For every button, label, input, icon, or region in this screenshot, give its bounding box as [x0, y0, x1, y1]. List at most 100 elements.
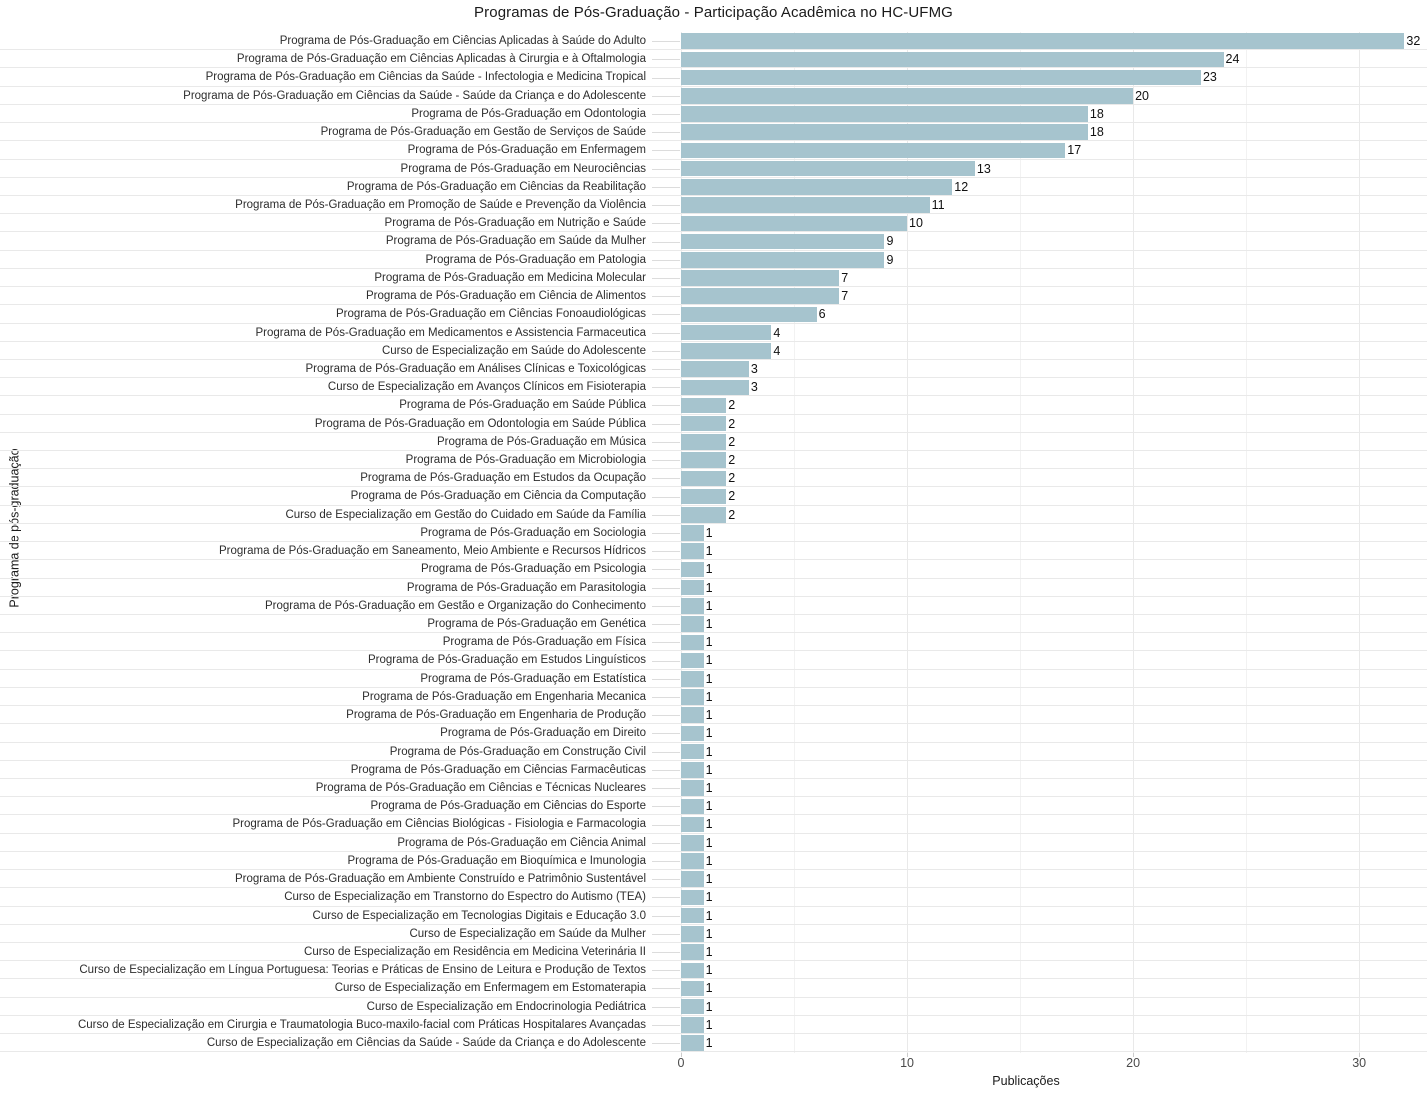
bar[interactable] — [681, 616, 704, 632]
bar-row[interactable]: Curso de Especialização em Saúde da Mulh… — [0, 925, 1427, 943]
bar-row[interactable]: Programa de Pós-Graduação em Ciência Ani… — [0, 834, 1427, 852]
bar[interactable] — [681, 834, 704, 851]
bar[interactable] — [681, 160, 975, 177]
bar[interactable] — [681, 251, 885, 268]
bar-row[interactable]: Curso de Especialização em Endocrinologi… — [0, 998, 1427, 1016]
bar-row[interactable]: Programa de Pós-Graduação em Ciências da… — [0, 87, 1427, 105]
bar[interactable] — [681, 543, 704, 559]
bar[interactable] — [681, 780, 704, 796]
bar[interactable] — [681, 634, 704, 651]
bar-row[interactable]: Programa de Pós-Graduação em Odontologia… — [0, 105, 1427, 124]
bar[interactable] — [681, 889, 704, 906]
bar[interactable] — [681, 361, 749, 377]
bar-row[interactable]: Programa de Pós-Graduação em Sociologia 1 — [0, 524, 1427, 543]
bar-row[interactable]: Programa de Pós-Graduação em Microbiolog… — [0, 451, 1427, 470]
bar-row[interactable]: Curso de Especialização em Língua Portug… — [0, 961, 1427, 980]
bar[interactable] — [681, 671, 704, 687]
bar[interactable] — [681, 525, 704, 541]
bar[interactable] — [681, 926, 704, 942]
bar[interactable] — [681, 598, 704, 614]
bar[interactable] — [681, 944, 704, 960]
bar[interactable] — [681, 215, 908, 232]
bar-row[interactable]: Programa de Pós-Graduação em Ciências Bi… — [0, 815, 1427, 834]
bar[interactable] — [681, 707, 704, 723]
bar-row[interactable]: Programa de Pós-Graduação em Ciências Fa… — [0, 761, 1427, 779]
bar-row[interactable]: Curso de Especialização em Enfermagem em… — [0, 979, 1427, 998]
bar-row[interactable]: Curso de Especialização em Ciências da S… — [0, 1034, 1427, 1053]
bar[interactable] — [681, 51, 1224, 68]
bar[interactable] — [681, 33, 1405, 49]
bar-row[interactable]: Programa de Pós-Graduação em Gestão de S… — [0, 123, 1427, 142]
bar[interactable] — [681, 962, 704, 979]
bar-row[interactable]: Programa de Pós-Graduação em Engenharia … — [0, 688, 1427, 707]
bar[interactable] — [681, 652, 704, 669]
bar-row[interactable]: Programa de Pós-Graduação em Estatística… — [0, 670, 1427, 688]
bar[interactable] — [681, 816, 704, 833]
bar-row[interactable]: Programa de Pós-Graduação em Ambiente Co… — [0, 870, 1427, 889]
bar[interactable] — [681, 179, 953, 195]
bar[interactable] — [681, 1017, 704, 1033]
bar-row[interactable]: Programa de Pós-Graduação em Ciência de … — [0, 287, 1427, 306]
bar[interactable] — [681, 507, 727, 523]
bar-row[interactable]: Programa de Pós-Graduação em Saúde da Mu… — [0, 232, 1427, 251]
bar-row[interactable]: Curso de Especialização em Gestão do Cui… — [0, 506, 1427, 524]
bar[interactable] — [681, 106, 1088, 122]
bar-row[interactable]: Programa de Pós-Graduação em Genética 1 — [0, 615, 1427, 634]
bar-row[interactable]: Programa de Pós-Graduação em Gestão e Or… — [0, 597, 1427, 615]
bar[interactable] — [681, 853, 704, 869]
bar[interactable] — [681, 1035, 704, 1051]
bar-row[interactable]: Programa de Pós-Graduação em Odontologia… — [0, 415, 1427, 433]
bar-row[interactable]: Programa de Pós-Graduação em Estudos Lin… — [0, 651, 1427, 670]
bar[interactable] — [681, 980, 704, 997]
bar-row[interactable]: Curso de Especialização em Saúde do Adol… — [0, 342, 1427, 360]
bar-row[interactable]: Programa de Pós-Graduação em Ciências Ap… — [0, 32, 1427, 51]
bar-row[interactable]: Programa de Pós-Graduação em Engenharia … — [0, 706, 1427, 725]
bar[interactable] — [681, 324, 772, 341]
bar[interactable] — [681, 470, 727, 487]
bar[interactable] — [681, 306, 817, 323]
bar[interactable] — [681, 88, 1134, 104]
bar-row[interactable]: Programa de Pós-Graduação em Medicamento… — [0, 324, 1427, 342]
bar-row[interactable]: Programa de Pós-Graduação em Análises Cl… — [0, 360, 1427, 379]
bar-row[interactable]: Programa de Pós-Graduação em Ciências do… — [0, 797, 1427, 816]
bar-row[interactable]: Programa de Pós-Graduação em Física 1 — [0, 633, 1427, 652]
bar[interactable] — [681, 452, 727, 468]
bar-row[interactable]: Programa de Pós-Graduação em Patologia 9 — [0, 251, 1427, 269]
bar[interactable] — [681, 798, 704, 815]
bar-row[interactable]: Programa de Pós-Graduação em Música 2 — [0, 433, 1427, 452]
bar-row[interactable]: Programa de Pós-Graduação em Parasitolog… — [0, 579, 1427, 597]
bar-row[interactable]: Programa de Pós-Graduação em Ciências e … — [0, 779, 1427, 798]
bar[interactable] — [681, 270, 840, 286]
bar-row[interactable]: Curso de Especialização em Cirurgia e Tr… — [0, 1016, 1427, 1035]
bar[interactable] — [681, 907, 704, 924]
bar-row[interactable]: Programa de Pós-Graduação em Ciência da … — [0, 487, 1427, 506]
bar-row[interactable]: Curso de Especialização em Tecnologias D… — [0, 907, 1427, 925]
bar[interactable] — [681, 689, 704, 705]
bar-row[interactable]: Curso de Especialização em Residência em… — [0, 943, 1427, 962]
bar[interactable] — [681, 343, 772, 359]
bar[interactable] — [681, 233, 885, 250]
bar[interactable] — [681, 415, 727, 432]
bar-row[interactable]: Programa de Pós-Graduação em Direito 1 — [0, 724, 1427, 743]
bar[interactable] — [681, 69, 1201, 86]
bar[interactable] — [681, 725, 704, 742]
bar-row[interactable]: Programa de Pós-Graduação em Ciências Fo… — [0, 305, 1427, 324]
bar-row[interactable]: Programa de Pós-Graduação em Enfermagem 1… — [0, 141, 1427, 160]
bar[interactable] — [681, 579, 704, 596]
bar-row[interactable]: Programa de Pós-Graduação em Ciências da… — [0, 178, 1427, 196]
bar-row[interactable]: Programa de Pós-Graduação em Estudos da … — [0, 469, 1427, 488]
bar[interactable] — [681, 142, 1066, 159]
bar[interactable] — [681, 488, 727, 505]
bar-row[interactable]: Programa de Pós-Graduação em Saúde Públi… — [0, 396, 1427, 415]
bar-row[interactable]: Programa de Pós-Graduação em Saneamento,… — [0, 542, 1427, 561]
bar[interactable] — [681, 561, 704, 578]
bar-row[interactable]: Programa de Pós-Graduação em Psicologia 1 — [0, 560, 1427, 579]
bar-row[interactable]: Programa de Pós-Graduação em Neurociênci… — [0, 160, 1427, 178]
bar-row[interactable]: Programa de Pós-Graduação em Nutrição e … — [0, 214, 1427, 233]
bar[interactable] — [681, 379, 749, 396]
bar-row[interactable]: Programa de Pós-Graduação em Ciências Ap… — [0, 50, 1427, 69]
bar[interactable] — [681, 998, 704, 1015]
bar[interactable] — [681, 288, 840, 304]
bar-row[interactable]: Programa de Pós-Graduação em Promoção de… — [0, 196, 1427, 215]
bar-row[interactable]: Curso de Especialização em Transtorno do… — [0, 888, 1427, 907]
